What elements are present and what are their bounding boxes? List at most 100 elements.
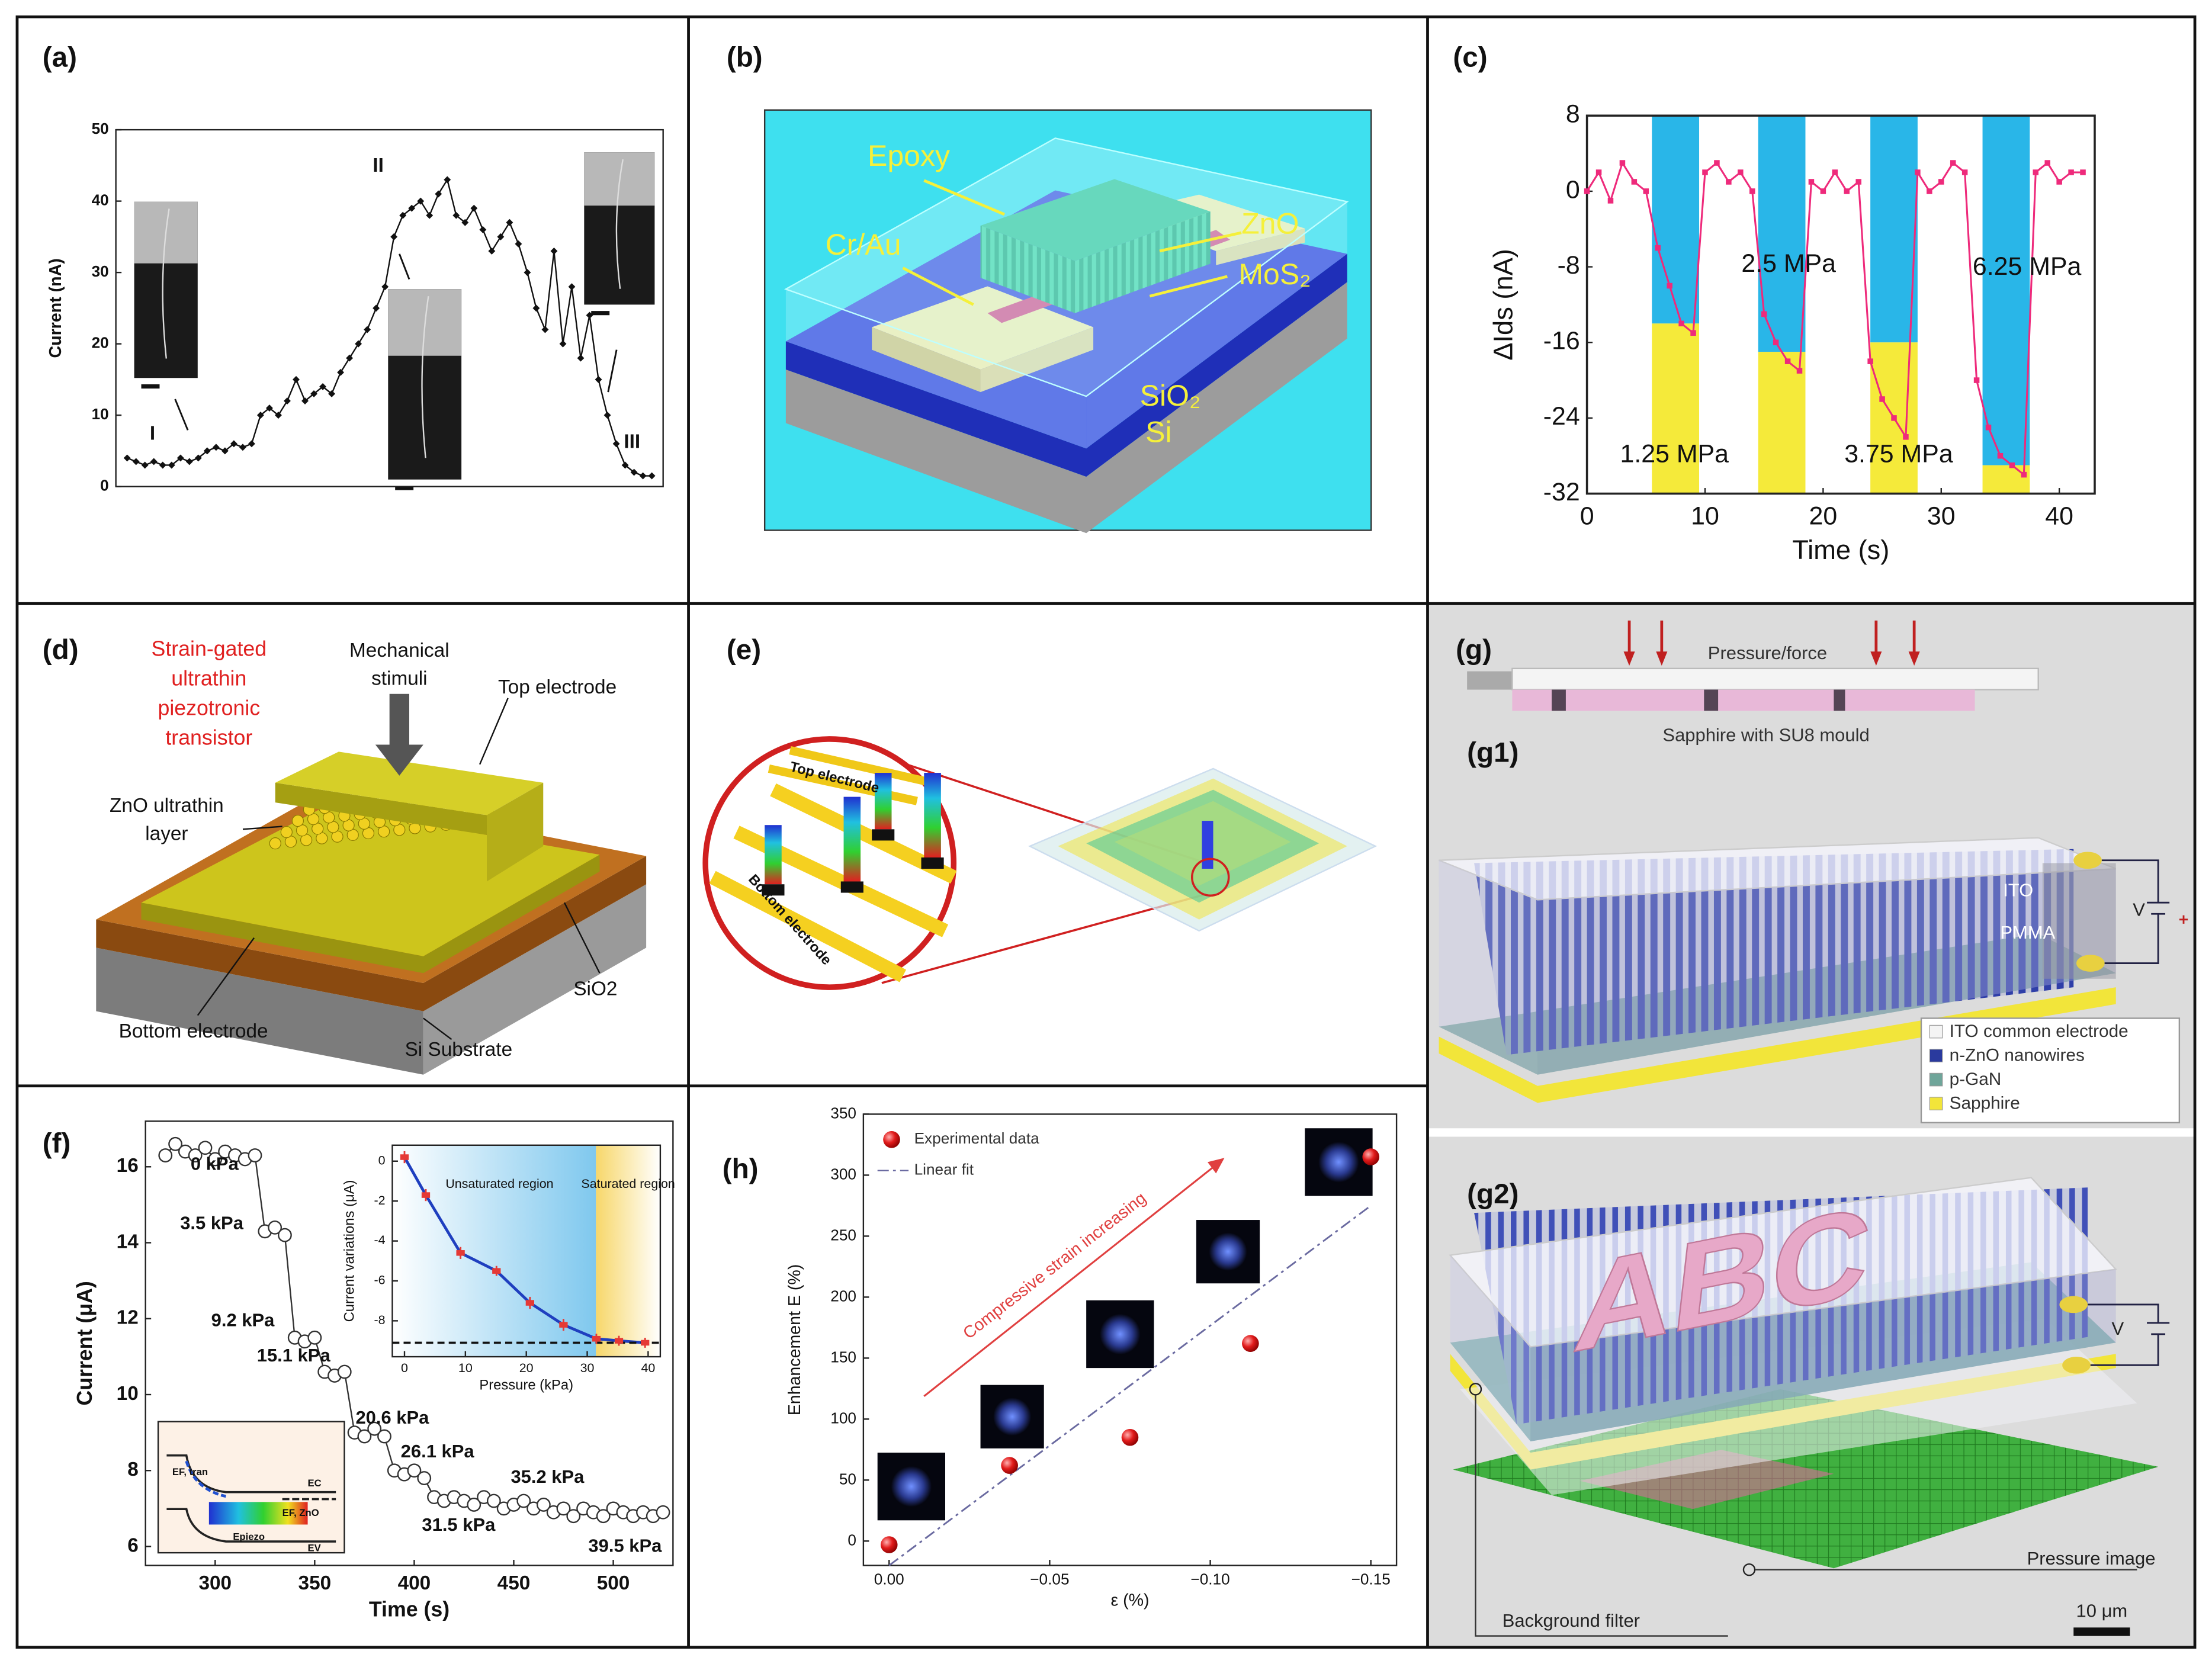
y-tick-label: 150 [830,1348,856,1366]
panel-label: (g2) [1467,1178,1518,1210]
marker [516,1493,531,1508]
marker [256,412,264,419]
x-tick-label: 300 [198,1572,232,1594]
marker [461,219,469,226]
electrode-side [980,327,1094,393]
marker [577,354,585,362]
substrate-side [423,884,647,1075]
marker [1595,169,1602,175]
pointer [1149,275,1228,298]
y-tick-label: 250 [830,1226,856,1244]
band-label: 3.75 MPa [1844,440,1953,468]
arrow [607,349,618,393]
panel-label: (g1) [1467,737,1518,769]
y-tick-label: -4 [374,1233,385,1247]
marker [346,354,354,362]
marker [1796,368,1803,374]
y-tick-label: 0 [378,1153,386,1167]
bottom-bar [709,871,907,982]
marker [444,176,451,184]
marker [556,1501,571,1516]
x-tick-label: 10 [1691,502,1719,531]
sio2-side [96,856,647,1011]
arrow-head [1870,651,1882,666]
pillar-cap [840,881,863,893]
band-lower [1652,323,1700,494]
diagram-label: Si [1145,416,1171,449]
band-inset [157,1421,345,1554]
marker [400,1154,409,1160]
y-axis-label: Enhancement E (%) [785,1264,804,1416]
marker [185,458,193,465]
pointer [563,902,601,974]
region-label: Saturated region [581,1177,675,1191]
panel-label: (e) [727,634,761,666]
marker [566,1509,581,1524]
marker [603,412,611,419]
y-tick-label: 40 [92,191,109,209]
fit-line [888,1205,1372,1566]
marker [1001,1457,1018,1474]
panel-label: (a) [43,42,77,73]
region [596,1145,660,1357]
y-tick-label: 10 [92,405,109,423]
marker [456,1250,465,1256]
marker [1961,169,1968,175]
x-tick-label: 0 [1580,502,1594,531]
band-upper [1652,115,1700,324]
diagram-title: transistor [165,725,252,749]
diagram-label: Si Substrate [405,1039,513,1061]
x-tick-label: 350 [298,1572,332,1594]
marker [377,1429,391,1444]
marker [1242,1335,1259,1352]
y-tick-label: 0 [1566,175,1580,204]
legend-swatch [1929,1072,1943,1087]
pointer [197,937,255,1016]
marker [176,454,184,462]
contact [2062,1357,2091,1374]
sio2-side [785,253,1347,477]
marker [1761,311,1767,317]
marker [2009,462,2015,468]
marker [203,447,211,455]
band-label: EV [308,1542,321,1553]
y-tick-label: 50 [92,120,109,137]
pmma-front [1450,1255,1531,1441]
marker [2044,160,2050,166]
y-tick-label: 200 [830,1287,856,1305]
y-tick-label: -2 [374,1193,385,1207]
y-tick-label: 8 [1566,100,1580,129]
marker [515,240,522,248]
diagram-label: MoS₂ [1238,258,1311,291]
marker [407,1463,422,1478]
y-tick-label: 8 [127,1459,139,1480]
annotation: III [624,431,640,453]
marker [364,326,371,333]
marker [559,1322,568,1328]
marker [208,1152,223,1167]
marker [1985,425,1992,431]
marker [1832,169,1838,175]
x-tick-label: 10 [458,1361,473,1375]
annotation: 35.2 kPa [511,1466,585,1487]
zno-top [980,179,1211,261]
circuit-plus [2179,915,2188,924]
y-tick-label: 350 [830,1104,856,1122]
marker [357,1429,372,1444]
emission [891,1466,932,1507]
marker [550,248,558,255]
marker [614,1338,624,1344]
marker [612,440,620,448]
electrode-side [1216,228,1305,265]
annotation: 9.2 kPa [211,1310,275,1331]
marker [492,1268,501,1274]
marker [467,1498,481,1512]
marker [536,1498,551,1512]
marker [1749,188,1755,194]
sapphire [1439,987,2116,1103]
pmma-right [1537,869,2116,1075]
pmma-front [1439,860,1538,1075]
marker [592,1335,601,1342]
nanowire [615,159,624,289]
diagram-label: SiO2 [573,978,617,1000]
